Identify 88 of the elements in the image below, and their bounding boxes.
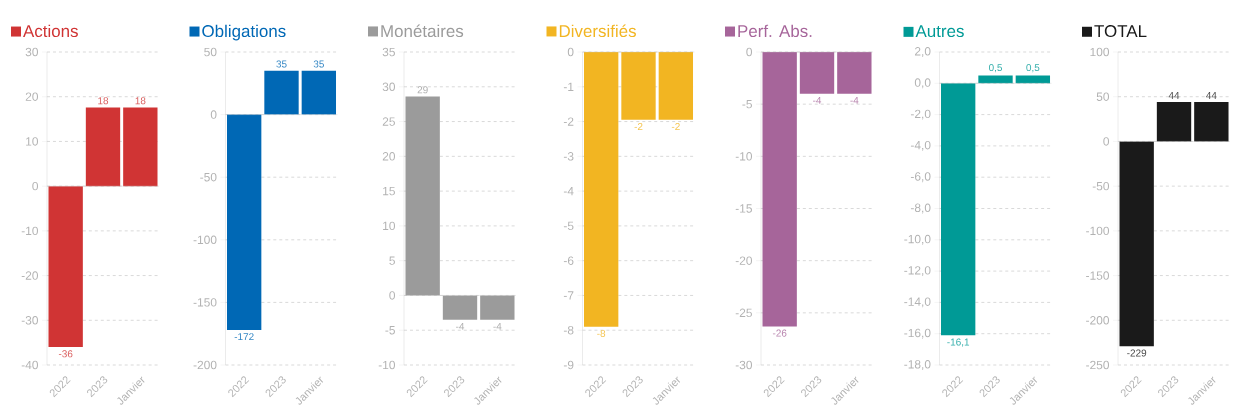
y-tick-label: -100 (193, 235, 217, 245)
y-tick-label: -1 (563, 82, 574, 91)
y-tick-label: 100 (1090, 47, 1110, 57)
y-tick-label: -40 (21, 360, 39, 370)
data-label: 18 (135, 97, 146, 105)
y-tick-label: -150 (1086, 271, 1110, 280)
y-tick-label: -25 (735, 308, 752, 318)
data-label: 29 (417, 86, 428, 94)
y-tick-label: -2 (563, 117, 574, 126)
data-label: -8 (597, 329, 606, 337)
y-tick-label: -3 (563, 152, 574, 161)
y-tick-label: 35 (382, 47, 395, 57)
legend-label: TOTAL (1094, 25, 1147, 38)
data-label: -4 (493, 322, 502, 330)
y-tick-label: 0 (567, 47, 574, 57)
y-tick-label: -150 (193, 298, 217, 307)
y-tick-label: 15 (383, 186, 395, 196)
y-tick-label: -100 (1086, 226, 1110, 236)
y-tick-label: -12,0 (904, 266, 931, 277)
data-label: 18 (98, 97, 109, 105)
data-label: -2 (671, 123, 680, 130)
y-tick-label: -50 (200, 172, 217, 182)
data-label: 0,5 (1026, 64, 1040, 73)
y-tick-label: -10 (735, 152, 753, 161)
legend-label: Obligations (202, 24, 286, 41)
y-tick-label: -4 (563, 187, 574, 196)
y-tick-label: 0 (1103, 137, 1110, 146)
y-tick-label: -18,0 (904, 360, 931, 370)
y-tick-label: -200 (1086, 316, 1110, 325)
data-label: 0,5 (988, 64, 1003, 73)
y-tick-label: -2,0 (910, 109, 931, 120)
y-tick-label: 30 (25, 47, 39, 57)
y-tick-label: -10 (378, 360, 396, 370)
y-tick-label: -14,0 (904, 297, 931, 308)
data-label: -36 (58, 350, 73, 358)
y-tick-label: -200 (193, 360, 217, 370)
data-label: -16,1 (947, 338, 970, 347)
y-tick-label: -4,0 (910, 140, 931, 151)
y-tick-label: -20 (735, 256, 753, 265)
data-label: 35 (313, 60, 324, 68)
y-tick-label: 2,0 (914, 47, 931, 57)
y-tick-label: -250 (1086, 360, 1110, 370)
y-tick-label: -15 (735, 204, 752, 213)
y-tick-label: 20 (25, 92, 39, 101)
data-label: -26 (772, 329, 787, 337)
y-tick-label: -5 (742, 100, 752, 109)
data-label: 44 (1168, 92, 1180, 99)
data-label: -229 (1127, 349, 1147, 357)
legend-label: Actions (23, 24, 78, 38)
data-label: 35 (276, 60, 287, 68)
y-tick-label: -6 (563, 256, 574, 265)
legend-label: Diversifiés (559, 24, 636, 38)
y-tick-label: -50 (1092, 181, 1110, 191)
y-tick-label: -10 (21, 226, 39, 236)
y-tick-label: 5 (389, 256, 395, 265)
y-tick-label: -20 (21, 271, 39, 280)
legend-label: Perf. Abs. (738, 24, 812, 38)
legend-label: Monétaires (381, 24, 464, 38)
y-tick-label: -7 (563, 291, 574, 300)
y-tick-label: -16,0 (904, 328, 931, 339)
data-label: -2 (634, 123, 643, 130)
data-label: -4 (813, 96, 822, 104)
y-tick-label: -30 (735, 360, 753, 370)
y-tick-label: 0 (210, 110, 217, 119)
y-tick-label: -30 (21, 316, 39, 325)
y-tick-label: 50 (1096, 92, 1110, 101)
y-tick-label: 10 (383, 221, 396, 231)
y-tick-label: 50 (204, 47, 217, 57)
y-tick-label: -6,0 (910, 172, 931, 183)
y-tick-label: 25 (382, 117, 395, 126)
y-tick-label: -8,0 (910, 203, 931, 214)
y-tick-label: 20 (382, 152, 396, 161)
data-label: 44 (1206, 92, 1217, 99)
data-label: -172 (234, 333, 254, 341)
y-tick-label: 0 (32, 181, 39, 191)
y-tick-label: -8 (563, 325, 574, 335)
y-tick-label: 30 (382, 82, 396, 91)
y-tick-label: 10 (26, 137, 39, 146)
y-tick-label: -5 (385, 326, 395, 335)
y-tick-label: 0,0 (914, 78, 931, 89)
data-label: -4 (850, 96, 859, 104)
y-tick-label: -5 (563, 221, 574, 231)
y-tick-label: 0 (389, 291, 396, 300)
y-tick-label: -9 (563, 360, 574, 370)
y-tick-label: 0 (746, 47, 753, 57)
y-tick-label: -10,0 (904, 234, 931, 245)
data-label: -4 (456, 322, 465, 330)
legend-label: Autres (915, 25, 964, 38)
